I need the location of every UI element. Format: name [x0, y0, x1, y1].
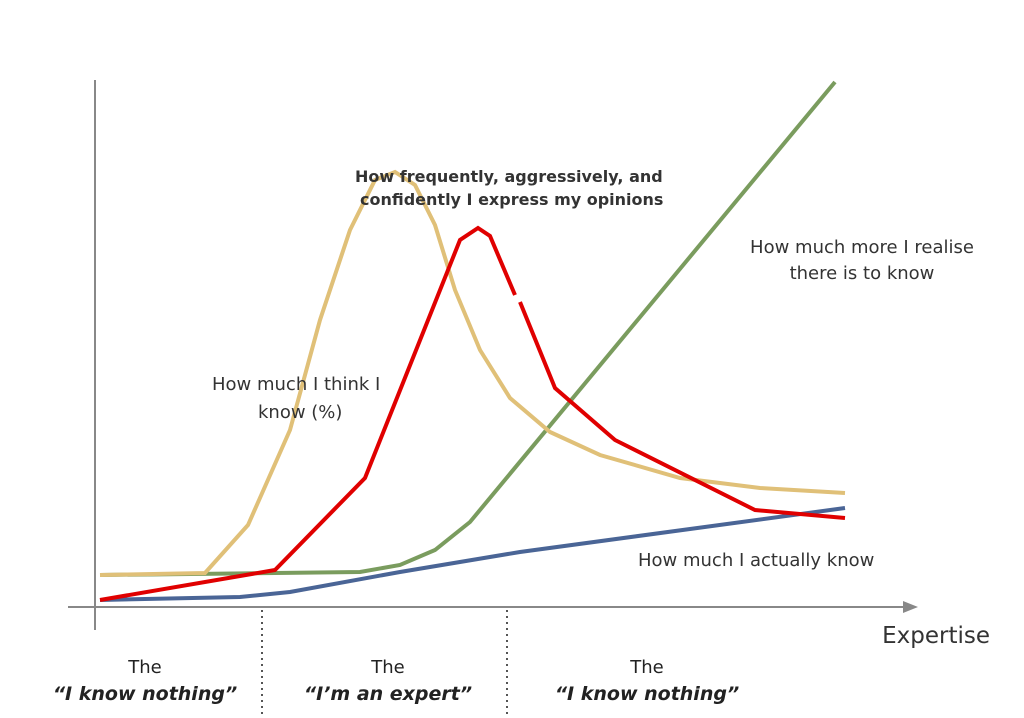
x-axis-label: Expertise: [882, 623, 990, 649]
actual-curve: [99, 506, 846, 602]
stage-prefix: The: [629, 657, 663, 678]
annotation: know (%): [258, 402, 342, 423]
annotation: confidently I express my opinions: [360, 190, 663, 209]
stage-prefix: The: [370, 657, 404, 678]
think-curve: [99, 169, 846, 577]
opinion-curve: [518, 301, 846, 520]
annotation: How much more I realise: [750, 237, 974, 258]
stage-name: “I’m an expert”: [304, 683, 472, 705]
realise-curve: [99, 80, 837, 577]
stage-name: “I know nothing”: [53, 683, 237, 705]
stage-name: “I know nothing”: [555, 683, 739, 705]
annotation: How much I actually know: [638, 550, 874, 571]
annotation: How much I think I: [212, 374, 380, 395]
stage-prefix: The: [127, 657, 161, 678]
annotation: there is to know: [790, 263, 935, 284]
x-axis-arrow: [903, 601, 918, 613]
opinion-curve: [99, 225, 517, 602]
annotation: How frequently, aggressively, and: [355, 167, 663, 186]
